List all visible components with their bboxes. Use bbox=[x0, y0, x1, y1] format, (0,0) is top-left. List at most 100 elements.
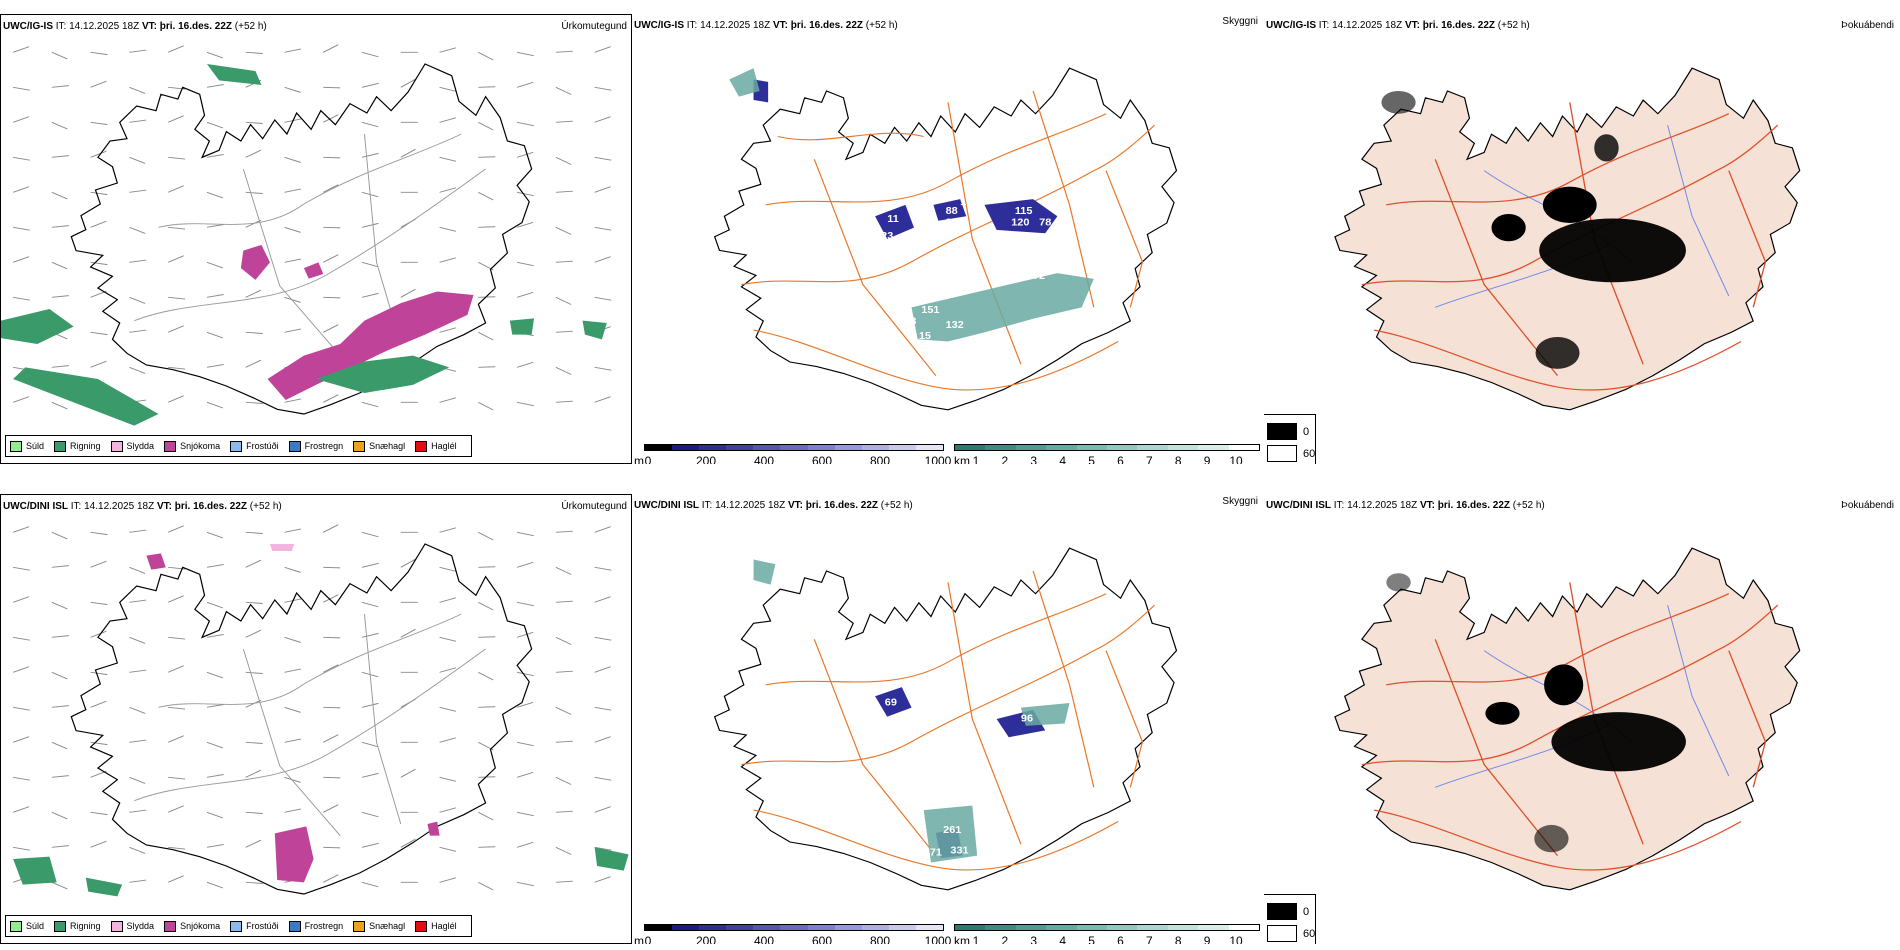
wind-barb bbox=[51, 51, 68, 60]
precip-map bbox=[12, 524, 629, 897]
wind-barb bbox=[13, 636, 30, 641]
wind-barb bbox=[516, 361, 534, 368]
colorbar-tick-label: 200 bbox=[695, 454, 717, 464]
colorbar-segment bbox=[888, 445, 916, 450]
wind-barb bbox=[245, 331, 263, 334]
wind-barb bbox=[478, 331, 494, 341]
wind-barb bbox=[206, 704, 224, 708]
wind-barb bbox=[284, 808, 302, 813]
colorbar-segment bbox=[955, 925, 986, 930]
ceiling-value-label: 251 bbox=[1023, 253, 1041, 265]
wind-barb bbox=[168, 296, 186, 300]
wind-barb bbox=[13, 846, 30, 851]
wind-barb bbox=[555, 86, 572, 95]
ceiling-colorbar: m 0 200 400 600 800 1000 bbox=[634, 918, 951, 944]
wind-barb bbox=[594, 526, 611, 533]
wind-barb bbox=[167, 525, 184, 533]
wind-barb bbox=[167, 395, 184, 403]
legend-item: Slydda bbox=[110, 920, 154, 932]
wind-barb bbox=[284, 706, 301, 713]
wind-barb bbox=[168, 156, 186, 160]
wind-barb bbox=[478, 671, 494, 681]
legend-label: Súld bbox=[26, 921, 45, 931]
wind-barb bbox=[129, 329, 147, 333]
colorbar-segment bbox=[1107, 445, 1138, 450]
colorbar-segment bbox=[985, 925, 1016, 930]
colorbar-segment bbox=[1228, 445, 1260, 450]
wind-barb bbox=[323, 524, 339, 533]
wind-barb bbox=[245, 741, 263, 744]
colorbar-segment bbox=[807, 445, 835, 450]
wind-barb bbox=[90, 220, 107, 228]
wind-barb bbox=[478, 566, 496, 568]
wind-barb bbox=[13, 226, 30, 231]
colorbar-segment bbox=[780, 445, 808, 450]
panel-title: UWC/IG-IS IT: 14.12.2025 18Z VT: þri. 16… bbox=[3, 21, 267, 32]
colorbar-segment bbox=[645, 445, 673, 450]
wind-barb bbox=[129, 706, 146, 714]
wind-barb bbox=[555, 330, 573, 333]
colorbar-segment bbox=[1076, 445, 1108, 450]
colorbar-segment bbox=[1015, 925, 1047, 930]
wind-barb bbox=[555, 776, 572, 785]
wind-barb bbox=[129, 599, 147, 603]
wind-barb bbox=[284, 636, 301, 643]
wind-barb bbox=[245, 699, 262, 708]
wind-barb bbox=[245, 121, 263, 124]
fog-key-swatch bbox=[1267, 903, 1297, 920]
colorbar-tick-label: 5 bbox=[1088, 454, 1095, 464]
wind-barb bbox=[90, 51, 108, 56]
colorbar-tick-label: 400 bbox=[753, 454, 775, 464]
wind-barb bbox=[439, 187, 457, 193]
wind-barb bbox=[245, 601, 263, 604]
wind-barb bbox=[439, 776, 457, 782]
wind-barb bbox=[323, 324, 339, 333]
legend-item: Súld bbox=[10, 440, 44, 452]
wind-barb bbox=[478, 401, 494, 411]
wind-barb bbox=[594, 396, 611, 403]
wind-barb bbox=[361, 811, 379, 818]
wind-barb bbox=[129, 189, 147, 193]
colorbar-tick-label: 800 bbox=[869, 934, 891, 944]
wind-barb bbox=[167, 665, 184, 673]
wind-barb bbox=[555, 366, 572, 375]
wind-barb bbox=[517, 671, 534, 677]
wind-barb bbox=[206, 154, 224, 158]
wind-barb bbox=[555, 400, 573, 403]
fog-key-swatch bbox=[1267, 445, 1297, 462]
wind-barb bbox=[129, 49, 147, 53]
wind-barb bbox=[206, 401, 224, 409]
visibility-colorbar: km 1 2 3 4 5 6 7 8 9 10 bbox=[954, 918, 1264, 944]
legend-swatch bbox=[353, 920, 366, 932]
wind-barb bbox=[51, 601, 68, 610]
legend-item: Frostúði bbox=[230, 920, 279, 932]
wind-barb bbox=[361, 772, 379, 778]
colorbar-segment bbox=[726, 925, 754, 930]
colorbar-tick-label: 8 bbox=[1174, 934, 1182, 944]
wind-barb bbox=[13, 706, 30, 711]
wind-barb bbox=[323, 226, 341, 229]
wind-barb bbox=[168, 226, 186, 230]
legend-swatch bbox=[353, 440, 366, 452]
legend-label: Rigning bbox=[70, 441, 101, 451]
panel-title: UWC/DINI ISL IT: 14.12.2025 18Z VT: þri.… bbox=[1266, 500, 1545, 511]
wind-barb bbox=[517, 741, 534, 747]
wind-barb bbox=[51, 85, 69, 88]
wind-barb bbox=[168, 366, 186, 370]
wind-barb bbox=[51, 155, 69, 158]
wind-barb bbox=[206, 811, 224, 819]
wind-barb bbox=[51, 191, 68, 200]
wind-barb bbox=[12, 46, 30, 53]
wind-barb bbox=[478, 86, 496, 88]
wind-barb bbox=[555, 260, 573, 263]
wind-barb bbox=[284, 48, 302, 53]
wind-barb bbox=[51, 365, 69, 368]
wind-barb bbox=[517, 261, 534, 267]
wind-barb bbox=[323, 636, 341, 639]
wind-barb bbox=[478, 121, 494, 131]
legend-swatch bbox=[415, 920, 428, 932]
ceiling-value-label: 151 bbox=[921, 304, 939, 316]
colorbar-segment bbox=[672, 925, 700, 930]
